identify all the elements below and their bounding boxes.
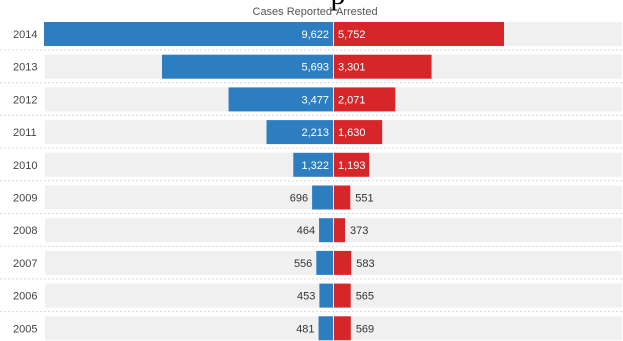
value-label-cases-reported: 696 (290, 193, 308, 205)
row-background (45, 316, 622, 341)
value-label-arrested: 5,752 (338, 29, 366, 41)
value-label-cases-reported: 5,693 (301, 62, 329, 74)
bar-arrested (334, 22, 504, 46)
value-label-cases-reported: 453 (297, 291, 315, 303)
value-label-arrested: 569 (356, 323, 374, 335)
value-label-cases-reported: 481 (296, 323, 314, 335)
row-background (45, 185, 622, 210)
bar-cases-reported (316, 250, 333, 275)
year-label: 2010 (13, 160, 37, 172)
value-label-arrested: 1,630 (338, 127, 366, 139)
series-header-arrested: Arrested (336, 6, 378, 18)
value-label-arrested: 3,301 (338, 62, 366, 74)
value-label-cases-reported: 1,322 (301, 160, 329, 172)
bar-cases-reported (293, 152, 333, 177)
year-label: 2011 (13, 127, 37, 139)
row-background (45, 283, 622, 308)
bar-arrested (334, 250, 352, 275)
bar-cases-reported (319, 218, 333, 243)
value-label-arrested: 551 (355, 193, 373, 205)
value-label-arrested: 373 (350, 225, 368, 237)
row-background (45, 152, 622, 177)
bar-arrested (334, 152, 370, 177)
value-label-arrested: 2,071 (338, 94, 366, 106)
value-label-cases-reported: 9,622 (301, 29, 329, 41)
year-label: 2013 (13, 62, 37, 74)
chart-title-fragment: p (268, 0, 408, 12)
bar-cases-reported (228, 87, 333, 112)
row-background (45, 120, 622, 145)
year-label: 2007 (13, 258, 37, 270)
bar-cases-reported (319, 283, 333, 308)
bar-arrested (334, 283, 351, 308)
bar-cases-reported (318, 316, 333, 341)
value-label-cases-reported: 464 (297, 225, 315, 237)
year-label: 2012 (13, 94, 37, 106)
value-label-arrested: 583 (356, 258, 374, 270)
year-label: 2008 (13, 225, 37, 237)
bar-arrested (334, 316, 351, 341)
year-label: 2014 (13, 29, 37, 41)
bar-cases-reported (266, 120, 333, 145)
value-label-cases-reported: 2,213 (301, 127, 329, 139)
row-background (45, 218, 622, 243)
bar-arrested (334, 120, 383, 145)
bar-arrested (334, 54, 432, 79)
value-label-cases-reported: 3,477 (301, 94, 329, 106)
row-background (45, 87, 622, 112)
year-label: 2009 (13, 193, 37, 205)
bar-arrested (334, 87, 396, 112)
bar-arrested (334, 218, 346, 243)
year-label: 2006 (13, 291, 37, 303)
bar-cases-reported (44, 22, 333, 46)
bar-cases-reported (162, 54, 333, 79)
value-label-arrested: 1,193 (338, 160, 366, 172)
bar-arrested (334, 185, 351, 210)
year-label: 2005 (13, 323, 37, 335)
row-background (45, 54, 622, 79)
bar-cases-reported (312, 185, 333, 210)
value-label-cases-reported: 556 (294, 258, 312, 270)
value-label-arrested: 565 (356, 291, 374, 303)
series-header-cases-reported: Cases Reported (252, 6, 333, 18)
row-background (45, 250, 622, 275)
